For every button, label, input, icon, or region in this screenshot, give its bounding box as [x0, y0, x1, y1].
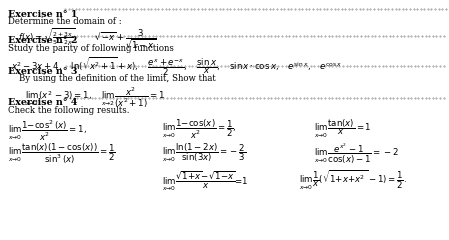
Text: $\lim_{x\to 0}\dfrac{\tan(x)}{x}=1$: $\lim_{x\to 0}\dfrac{\tan(x)}{x}=1$ — [314, 118, 372, 140]
Text: Exercise n° 4: Exercise n° 4 — [8, 98, 78, 108]
Text: $\lim_{x\to 0}\dfrac{1-\cos(x)}{x^2}=\dfrac{1}{2},$: $\lim_{x\to 0}\dfrac{1-\cos(x)}{x^2}=\df… — [162, 118, 236, 141]
Text: Study the parity of following functions: Study the parity of following functions — [8, 44, 174, 53]
Text: $\lim_{x\to 2}(x^2-3)=1,\quad \lim_{x\to 2}\dfrac{x^2}{(x^2+1)}=1$: $\lim_{x\to 2}(x^2-3)=1,\quad \lim_{x\to… — [25, 85, 165, 110]
Text: $\lim_{x\to 0}\dfrac{1-\cos^2(x)}{x^2}=1,$: $\lim_{x\to 0}\dfrac{1-\cos^2(x)}{x^2}=1… — [8, 118, 87, 143]
Text: $\lim_{x\to 0}\dfrac{e^{x^2}-1}{\cos(x)-1}=-2$: $\lim_{x\to 0}\dfrac{e^{x^2}-1}{\cos(x)-… — [314, 142, 399, 166]
Text: $\lim_{x\to 0}\dfrac{\tan(x)(1-\cos(x))}{\sin^3(x)}=\dfrac{1}{2}$: $\lim_{x\to 0}\dfrac{\tan(x)(1-\cos(x))}… — [8, 142, 116, 166]
Text: Exercise n° 3: Exercise n° 3 — [8, 67, 78, 76]
Text: Check the following results.: Check the following results. — [8, 106, 130, 115]
Text: $x^2-3x+4,\quad \ln(\sqrt{x^2+1}+x),\quad \dfrac{e^x+e^{-x}}{2},\quad \dfrac{\si: $x^2-3x+4,\quad \ln(\sqrt{x^2+1}+x),\qua… — [11, 55, 343, 78]
Text: Determine the domain of :: Determine the domain of : — [8, 17, 122, 26]
Text: By using the definition of the limit, Show that: By using the definition of the limit, Sh… — [8, 74, 216, 83]
Text: $\lim_{x\to 0}\dfrac{\sqrt{1+x}-\sqrt{1-x}}{x}=1$: $\lim_{x\to 0}\dfrac{\sqrt{1+x}-\sqrt{1-… — [162, 169, 248, 193]
Text: $\lim_{x\to 0}\dfrac{\ln(1-2x)}{\sin(3x)}=-\dfrac{2}{3}$: $\lim_{x\to 0}\dfrac{\ln(1-2x)}{\sin(3x)… — [162, 142, 246, 164]
Text: $\lim_{x\to 0}\dfrac{1}{x}(\sqrt{1+x+x^2}-1)=\dfrac{1}{2}.$: $\lim_{x\to 0}\dfrac{1}{x}(\sqrt{1+x+x^2… — [299, 169, 406, 192]
Text: $f(x) = \sqrt{\frac{2+3x}{5-2x}},\quad\quad \sqrt{-x}+\dfrac{3}{\sqrt{1-x}}$: $f(x) = \sqrt{\frac{2+3x}{5-2x}},\quad\q… — [18, 26, 156, 50]
Text: Exercise n° 2: Exercise n° 2 — [8, 36, 78, 46]
Text: Exercise n° 1: Exercise n° 1 — [8, 10, 78, 19]
